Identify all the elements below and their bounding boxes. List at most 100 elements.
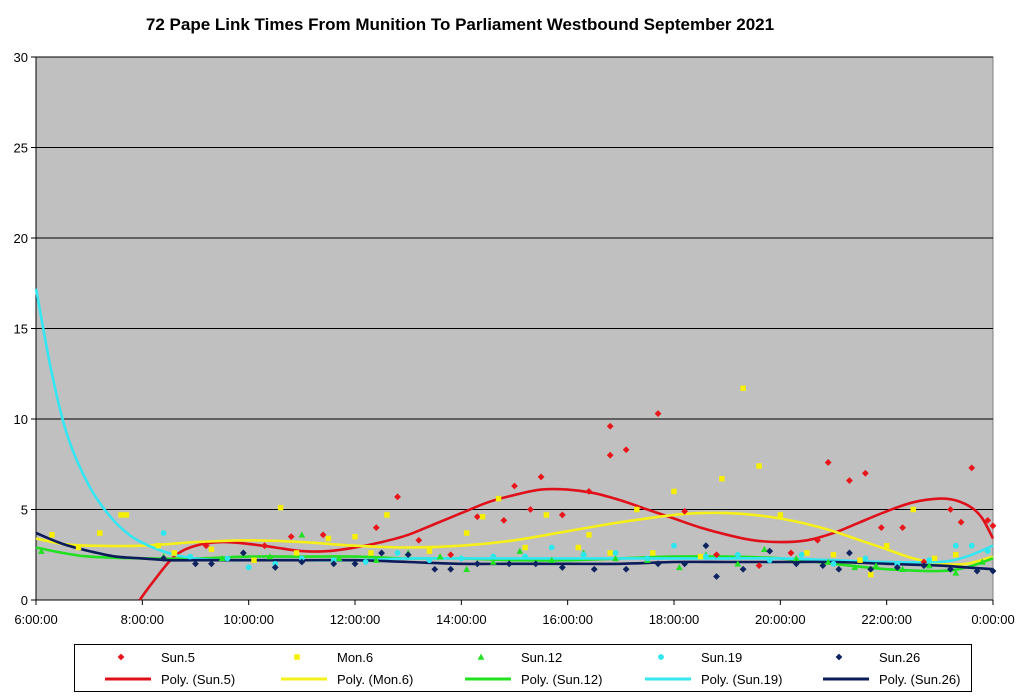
legend-marker <box>294 654 300 660</box>
data-point <box>97 530 103 536</box>
y-tick-label: 10 <box>14 412 28 427</box>
data-point <box>532 560 540 568</box>
legend-swatch <box>105 669 151 689</box>
data-point <box>953 552 959 558</box>
data-point <box>740 385 746 391</box>
data-point <box>368 550 374 556</box>
data-point <box>872 562 880 569</box>
series-mon-6 <box>49 385 959 578</box>
data-point <box>293 550 300 556</box>
data-point <box>495 495 502 502</box>
data-point <box>330 560 338 568</box>
data-point <box>271 564 279 571</box>
data-point <box>899 524 907 531</box>
x-tick-label: 8:00:00 <box>121 612 164 627</box>
legend-label: Sun.5 <box>161 649 195 665</box>
data-point <box>298 558 306 566</box>
data-point <box>894 560 901 567</box>
data-point <box>266 553 274 560</box>
data-point <box>123 512 130 518</box>
data-point <box>224 555 231 562</box>
legend-swatch <box>645 669 691 689</box>
data-point <box>489 558 497 565</box>
data-point <box>862 469 869 477</box>
data-point <box>75 544 82 551</box>
data-point <box>804 550 810 556</box>
data-point <box>798 551 805 558</box>
data-point <box>218 554 226 562</box>
trendline-poly-sun-5 <box>138 487 995 601</box>
data-point <box>899 565 907 572</box>
data-point <box>634 506 640 513</box>
x-tick-label: 22:00:00 <box>861 612 912 627</box>
x-tick-label: 18:00:00 <box>649 612 700 627</box>
legend-swatch <box>645 647 691 667</box>
legend-swatch <box>465 669 511 689</box>
legend-entry: Sun.19 <box>645 647 742 667</box>
data-point <box>49 532 55 538</box>
legend-label: Mon.6 <box>337 649 374 665</box>
data-point <box>155 542 162 549</box>
data-point <box>968 542 975 549</box>
trendlines <box>34 288 995 601</box>
data-point <box>118 512 124 518</box>
data-point <box>650 550 656 556</box>
data-point <box>654 560 662 568</box>
data-point <box>394 493 401 501</box>
data-point <box>671 542 677 549</box>
data-point <box>537 473 545 481</box>
data-point <box>766 547 774 555</box>
data-point <box>766 557 773 564</box>
legend: Sun.5 Mon.6 Sun.12 Sun.19 Sun.26 Poly. (Sun.5… <box>74 644 972 692</box>
data-point <box>287 533 295 541</box>
trendline-poly-mon-6 <box>35 511 994 566</box>
data-point <box>968 464 976 472</box>
y-tick-label: 5 <box>21 503 28 518</box>
legend-entry: Poly. (Sun.5) <box>105 669 235 689</box>
data-point <box>37 547 45 554</box>
x-tick-label: 0:00:00 <box>971 612 1014 627</box>
data-point <box>335 554 343 562</box>
legend-swatch <box>465 647 511 667</box>
data-point <box>490 553 497 560</box>
data-point <box>160 530 167 536</box>
data-point <box>989 522 997 530</box>
data-point <box>245 564 252 571</box>
y-tick-label: 25 <box>14 141 28 156</box>
data-point <box>883 542 890 549</box>
data-point <box>351 560 359 568</box>
data-point <box>792 554 800 562</box>
legend-entry: Sun.26 <box>823 647 920 667</box>
data-point <box>479 514 486 520</box>
data-point <box>984 548 991 555</box>
data-point <box>187 553 194 560</box>
trendline-poly-sun-26 <box>35 531 994 571</box>
data-point <box>792 560 800 568</box>
data-point <box>713 551 720 559</box>
data-point <box>702 542 710 550</box>
data-point <box>548 544 555 551</box>
data-point <box>500 516 508 524</box>
data-point <box>431 565 439 573</box>
data-point <box>787 549 795 557</box>
data-point <box>272 560 279 567</box>
x-tick-label: 16:00:00 <box>542 612 593 627</box>
data-point <box>473 560 481 568</box>
data-point <box>319 531 327 539</box>
legend-marker <box>477 653 485 660</box>
data-point <box>713 573 720 580</box>
data-point <box>824 558 832 565</box>
data-point <box>606 451 614 459</box>
data-point <box>697 553 704 560</box>
data-point <box>644 555 651 562</box>
data-point <box>925 562 933 569</box>
y-tick-labels: 0 5 10 15 20 25 30 <box>14 50 28 608</box>
data-point <box>675 564 683 571</box>
data-point <box>527 506 534 513</box>
series-sun-19 <box>160 530 991 571</box>
data-point <box>575 544 582 551</box>
data-point <box>671 488 677 495</box>
y-tick-label: 0 <box>21 593 28 608</box>
data-point <box>606 422 614 430</box>
data-point <box>447 551 455 559</box>
